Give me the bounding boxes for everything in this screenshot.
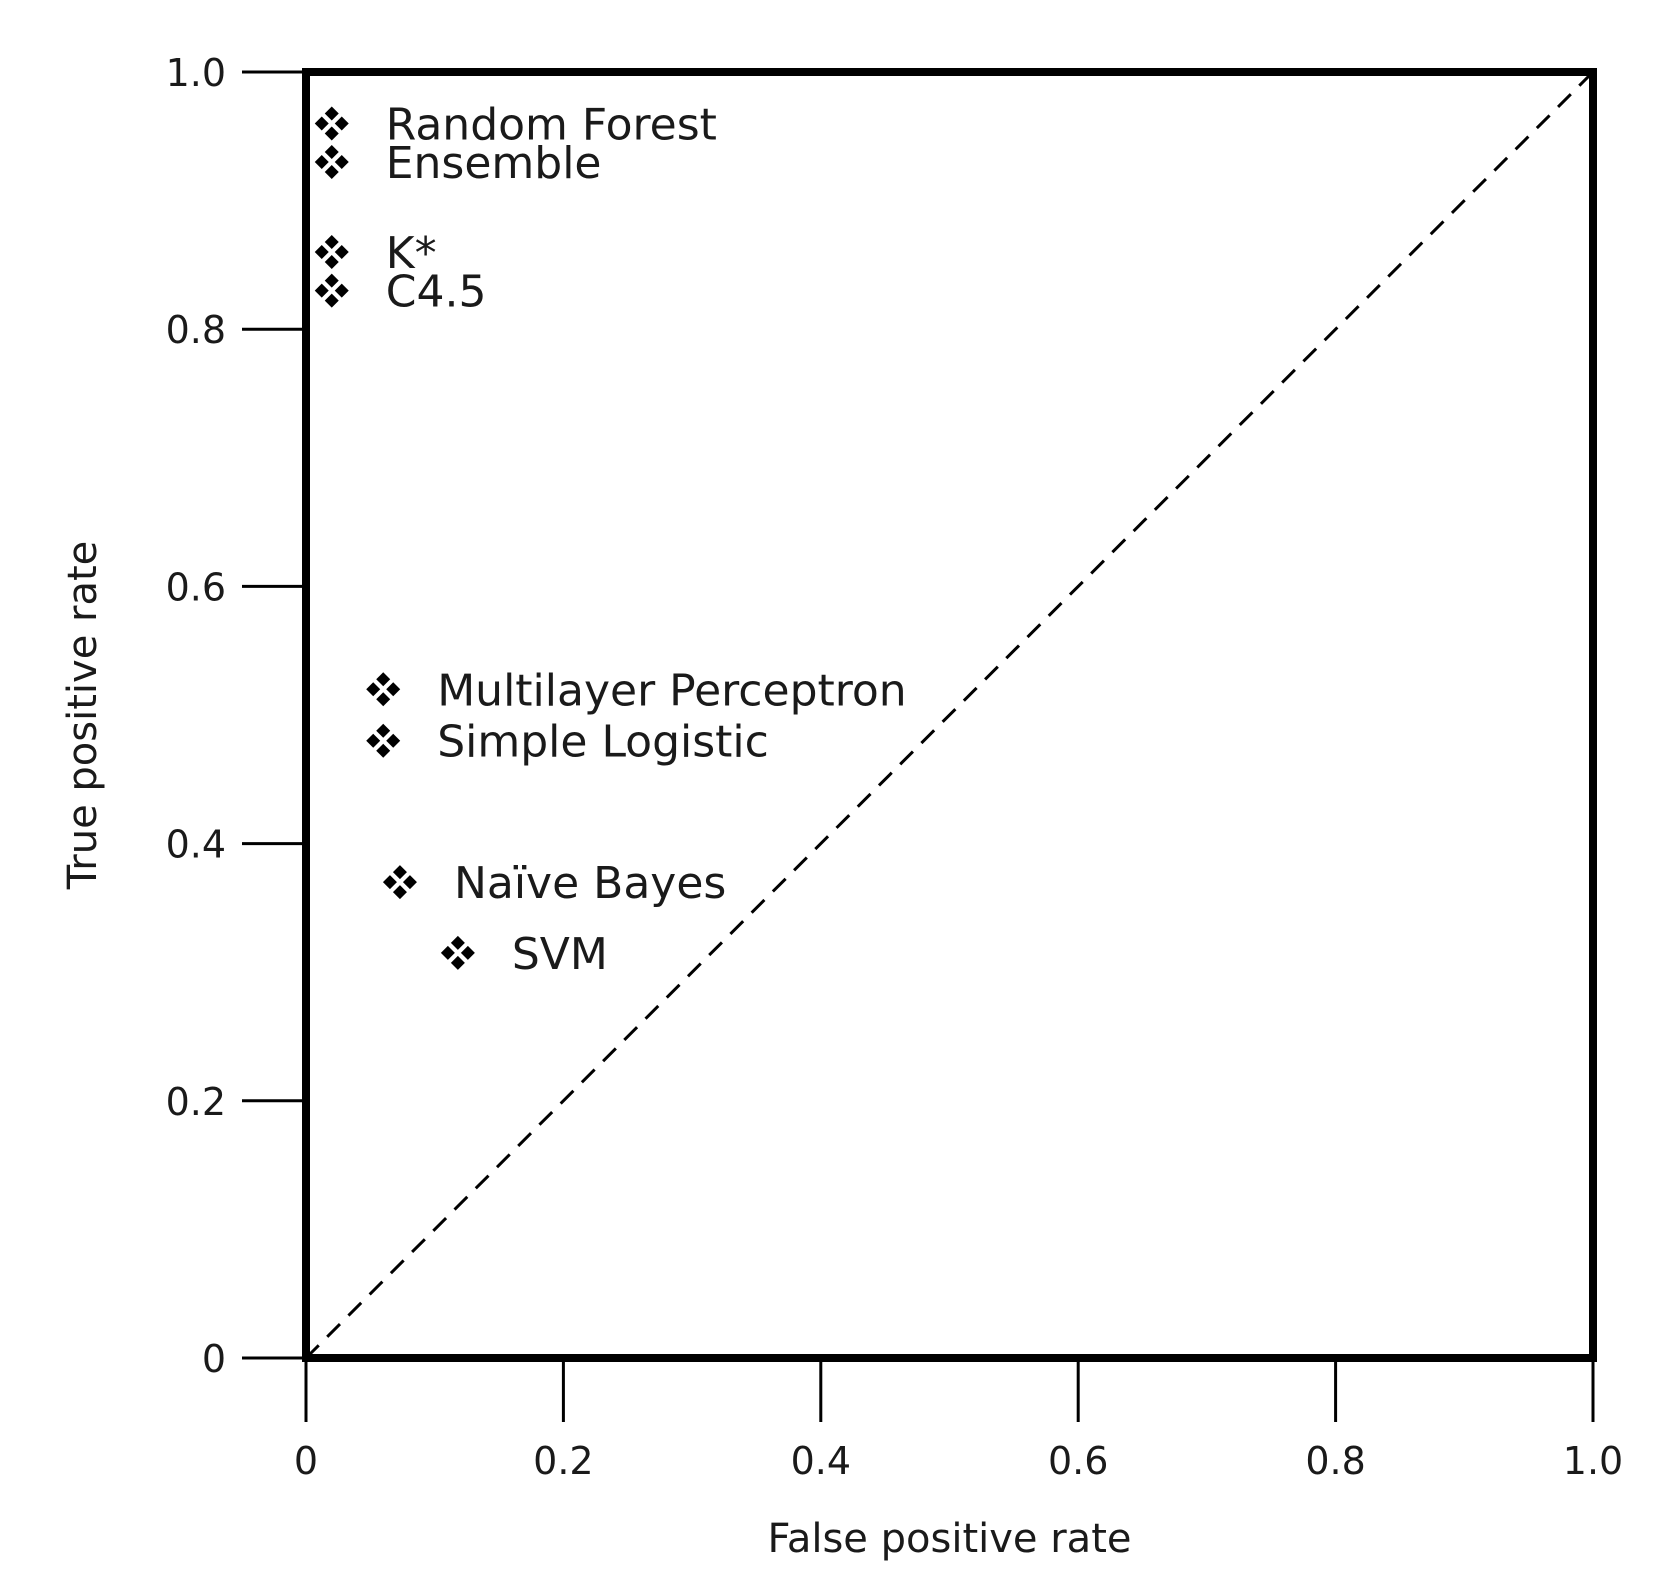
diamond-marker [314,283,329,298]
diamond-marker [450,935,465,950]
diamond-marker [440,945,455,960]
reference-line-layer [304,70,1595,1360]
data-point: K* [314,228,437,279]
data-point: Random Forest [314,99,717,150]
diamond-marker [324,255,339,270]
point-label: C4.5 [386,267,487,318]
diamond-marker [324,293,339,308]
axis-ticks [242,70,1595,1422]
diamond-marker [386,682,401,697]
point-label: Multilayer Perceptron [437,665,906,716]
data-point: Naïve Bayes [382,858,726,909]
diamond-marker [366,733,381,748]
diamond-marker [392,885,407,900]
y-tick-label: 0.6 [166,565,226,609]
diamond-marker [392,865,407,880]
x-tick-label: 0.6 [1048,1439,1108,1483]
y-axis-title: True positive rate [60,541,106,891]
diamond-marker [460,945,475,960]
diamond-marker [382,875,397,890]
x-tick-label: 0.2 [533,1439,593,1483]
diamond-marker [324,126,339,141]
x-axis-title: False positive rate [768,1516,1132,1562]
diamond-marker [366,682,381,697]
plot-frame [302,68,1597,1362]
diamond-marker [314,116,329,131]
point-label: Random Forest [386,99,717,150]
diamond-marker [334,283,349,298]
axis-labels: False positive rate True positive rate 0… [60,51,1623,1562]
diamond-marker [450,955,465,970]
diamond-marker [314,155,329,170]
diamond-marker [376,743,391,758]
diamond-marker [314,245,329,260]
diamond-marker [324,273,339,288]
diamond-marker [334,245,349,260]
diamond-marker [376,692,391,707]
diamond-marker [334,116,349,131]
x-tick-label: 1.0 [1563,1439,1623,1483]
diamond-marker [324,145,339,160]
point-label: Ensemble [386,138,602,189]
x-tick-label: 0 [294,1439,318,1483]
y-tick-label: 1.0 [166,51,226,95]
diamond-marker [402,875,417,890]
data-point: Simple Logistic [366,717,769,768]
diamond-marker [386,733,401,748]
data-point: C4.5 [314,267,487,318]
data-point: SVM [440,929,608,980]
diagonal-reference-line [304,70,1595,1360]
x-tick-label: 0.4 [791,1439,851,1483]
diamond-marker [334,155,349,170]
data-point: Multilayer Perceptron [366,665,907,716]
point-label: Simple Logistic [437,717,769,768]
y-tick-label: 0.8 [166,308,226,352]
y-tick-label: 0.2 [166,1080,226,1124]
point-label: K* [386,228,437,279]
point-label: SVM [512,929,608,980]
diamond-marker [376,723,391,738]
diamond-marker [324,235,339,250]
x-tick-label: 0.8 [1305,1439,1365,1483]
diamond-marker [324,165,339,180]
point-label: Naïve Bayes [454,858,726,909]
diamond-marker [324,106,339,121]
y-tick-label: 0.4 [166,823,226,867]
data-point: Ensemble [314,138,602,189]
y-tick-label: 0 [202,1337,226,1381]
diamond-marker [376,672,391,687]
